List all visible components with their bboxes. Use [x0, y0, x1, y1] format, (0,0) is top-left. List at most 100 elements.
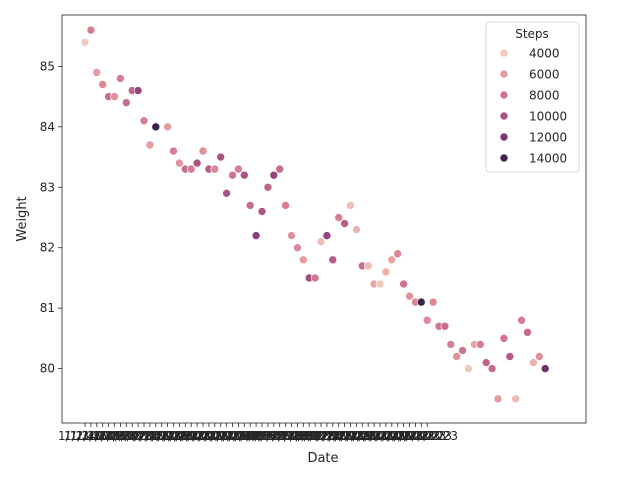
data-point	[534, 352, 544, 361]
data-point	[387, 255, 397, 265]
x-tick-label: 1/13/2023	[125, 429, 187, 443]
x-tick-label: 2/28/2023	[396, 429, 458, 443]
data-point	[228, 170, 237, 180]
x-tick-label: 1/23/2023	[184, 429, 246, 443]
x-tick-label: 1/21/2023	[172, 429, 234, 443]
x-tick-label: 2/4/2023	[259, 429, 313, 443]
x-tick-label: 1/6/2023	[88, 429, 142, 443]
x-tick-label: 1/12/2023	[119, 429, 181, 443]
data-point	[517, 315, 526, 325]
legend: Steps 4000 6000 8000 10000 12000 14000	[485, 21, 580, 173]
data-point	[405, 291, 414, 301]
x-tick-label: 2/21/2023	[355, 429, 417, 443]
x-tick-label: 1/14/2023	[131, 429, 193, 443]
legend-label: 14000	[529, 152, 567, 166]
x-tick-label: 2/5/2023	[265, 429, 319, 443]
x-tick-label: 2/12/2023	[302, 429, 364, 443]
legend-marker	[499, 48, 509, 58]
data-point	[393, 249, 403, 259]
data-point	[98, 80, 107, 89]
y-tick-label: 81	[40, 301, 55, 315]
x-axis-label: Date	[307, 451, 338, 466]
x-tick-label: 2/2/2023	[247, 429, 301, 443]
data-point	[458, 346, 467, 355]
legend-label: 4000	[529, 47, 560, 61]
data-point	[316, 237, 326, 246]
data-point	[352, 225, 361, 234]
x-tick-label: 2/11/2023	[296, 429, 358, 443]
x-tick-label: 1/26/2023	[202, 429, 264, 443]
x-tick-label: 1/11/2023	[113, 429, 175, 443]
data-point	[163, 122, 172, 132]
data-point	[80, 37, 90, 47]
x-tick-label: 2/27/2023	[391, 429, 453, 443]
x-tick-label: 1/10/2023	[107, 429, 169, 443]
x-tick-label: 2/17/2023	[332, 429, 394, 443]
y-tick-label: 83	[40, 180, 55, 194]
x-tick-label: 2/15/2023	[320, 429, 382, 443]
x-tick-label: 2/6/2023	[270, 429, 324, 443]
x-tick-label: 2/18/2023	[337, 429, 399, 443]
x-tick-label: 2/13/2023	[308, 429, 370, 443]
x-tick-label: 2/7/2023	[276, 429, 330, 443]
data-points	[80, 25, 550, 404]
legend-entries: 4000 6000 8000 10000 12000 14000	[499, 47, 567, 166]
data-point	[452, 352, 462, 361]
y-tick-label: 85	[40, 59, 55, 73]
data-point	[151, 122, 161, 132]
plot-frame	[61, 14, 587, 424]
x-tick-label: 1/7/2023	[93, 429, 147, 443]
data-point	[245, 201, 255, 210]
legend-marker	[499, 132, 509, 142]
data-point	[399, 279, 408, 289]
x-tick-label: 1/3/2023	[70, 429, 124, 443]
data-point	[198, 146, 208, 156]
data-point	[186, 164, 196, 174]
data-point	[275, 164, 285, 174]
x-tick-label: 1/29/2023	[219, 429, 281, 443]
data-point	[328, 255, 338, 265]
data-point	[375, 279, 385, 289]
data-point	[298, 255, 308, 265]
x-tick-label: 1/27/2023	[208, 429, 270, 443]
x-tick-label: 1/22/2023	[178, 429, 240, 443]
x-tick-label: 1/18/2023	[155, 429, 217, 443]
legend-marker	[499, 153, 509, 163]
x-tick-label: 1/24/2023	[190, 429, 252, 443]
data-point	[110, 92, 119, 101]
data-point	[475, 340, 485, 349]
data-point	[257, 207, 267, 216]
data-point	[511, 394, 521, 404]
y-tick-label: 80	[40, 362, 55, 376]
data-point	[293, 243, 302, 253]
y-tick-label: 82	[40, 241, 55, 255]
y-ticks: 80 81 82 83 84 85	[40, 59, 62, 376]
data-point	[234, 164, 243, 174]
legend-marker	[499, 111, 509, 121]
x-tick-label: 1/15/2023	[137, 429, 199, 443]
x-tick-label: 2/9/2023	[288, 429, 342, 443]
x-tick-label: 2/16/2023	[326, 429, 388, 443]
data-point	[210, 164, 220, 174]
x-tick-label: 2/24/2023	[373, 429, 435, 443]
x-tick-labels: 1/1/20231/2/20231/3/20231/4/20231/5/2023…	[58, 423, 458, 443]
data-point	[540, 364, 550, 373]
data-point	[422, 315, 432, 325]
x-tick-label: 1/30/2023	[225, 429, 287, 443]
x-tick-label: 1/1/2023	[58, 429, 112, 443]
data-point	[487, 364, 497, 373]
data-point	[269, 170, 279, 180]
x-tick-label: 1/25/2023	[196, 429, 258, 443]
x-tick-label: 2/3/2023	[253, 429, 307, 443]
x-tick-label: 1/28/2023	[214, 429, 276, 443]
data-point	[381, 267, 391, 277]
x-tick-label: 1/20/2023	[166, 429, 228, 443]
data-point	[428, 297, 438, 307]
x-tick-label: 1/17/2023	[149, 429, 211, 443]
x-tick-label: 2/14/2023	[314, 429, 376, 443]
data-point	[281, 201, 290, 210]
x-tick-label: 1/8/2023	[99, 429, 153, 443]
data-point	[334, 213, 344, 222]
legend-label: 8000	[529, 89, 560, 103]
data-point	[145, 140, 155, 150]
